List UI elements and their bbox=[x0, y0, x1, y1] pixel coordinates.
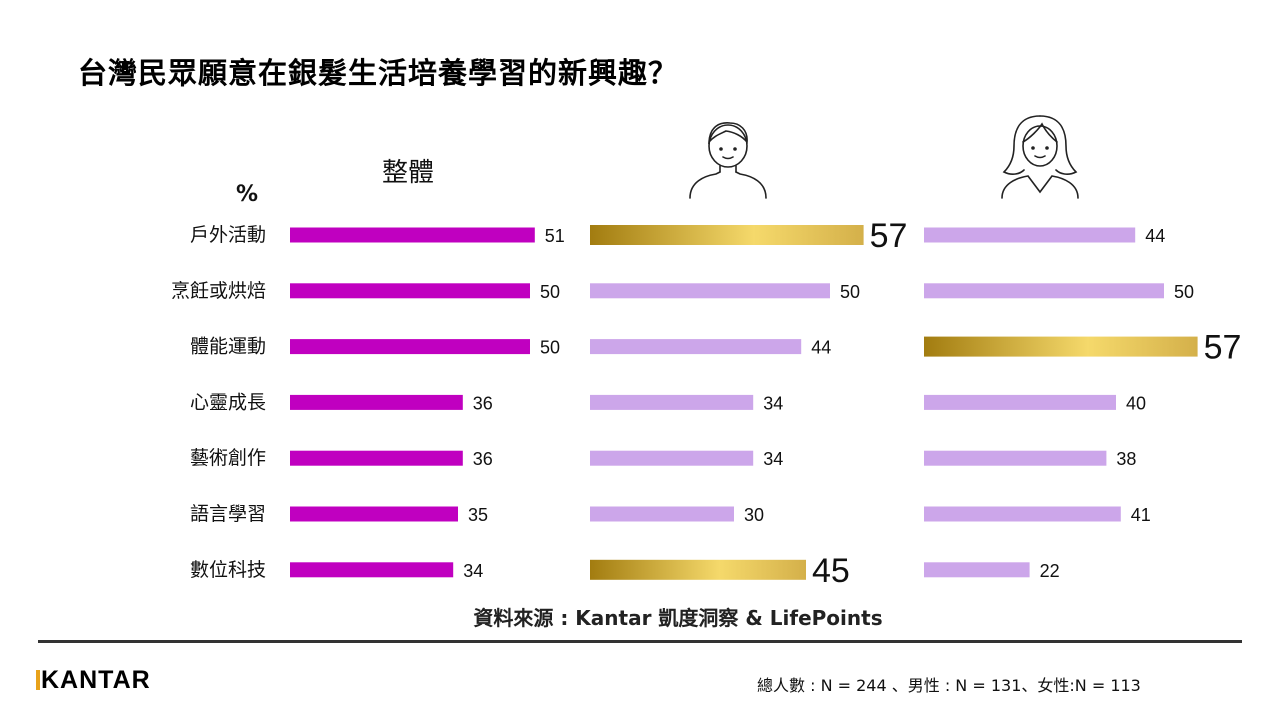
bar-male bbox=[590, 506, 734, 522]
female-person-icon bbox=[1001, 115, 1079, 199]
category-label: 語言學習 bbox=[190, 503, 266, 525]
value-label-female: 38 bbox=[1116, 449, 1136, 469]
bar-male bbox=[590, 225, 864, 245]
bar-overall bbox=[290, 450, 463, 466]
category-label: 數位科技 bbox=[190, 559, 266, 581]
sample-size-note: 總人數 : N = 244 、男性 : N = 131、女性:N = 113 bbox=[757, 676, 1141, 695]
bar-female bbox=[924, 394, 1116, 410]
bar-female bbox=[924, 283, 1164, 299]
category-label: 心靈成長 bbox=[190, 391, 266, 413]
logo-accent-bar bbox=[36, 670, 40, 690]
bar-overall bbox=[290, 506, 458, 522]
value-label-male: 34 bbox=[763, 449, 783, 469]
bar-male bbox=[590, 339, 802, 355]
bar-overall bbox=[290, 394, 463, 410]
value-label-male: 30 bbox=[744, 505, 764, 525]
footer-divider bbox=[38, 640, 1242, 643]
value-label-female: 44 bbox=[1145, 226, 1165, 246]
value-label-male: 44 bbox=[811, 338, 831, 358]
category-label: 藝術創作 bbox=[190, 447, 266, 469]
value-label-female: 40 bbox=[1126, 393, 1146, 413]
kantar-logo: KANTAR bbox=[36, 666, 151, 695]
page-title: 台灣民眾願意在銀髮生活培養學習的新興趣？ bbox=[78, 56, 679, 90]
category-label: 戶外活動 bbox=[190, 224, 266, 246]
bar-female bbox=[924, 336, 1198, 357]
value-label-overall: 51 bbox=[545, 226, 565, 246]
bar-overall bbox=[290, 562, 454, 578]
value-label-male: 57 bbox=[870, 217, 908, 255]
bar-overall bbox=[290, 283, 530, 299]
bar-male bbox=[590, 283, 830, 299]
bar-male bbox=[590, 450, 754, 466]
bar-female bbox=[924, 562, 1030, 578]
bar-female bbox=[924, 450, 1107, 466]
bar-male bbox=[590, 559, 806, 580]
percent-unit-label: % bbox=[236, 182, 259, 207]
value-label-male: 34 bbox=[763, 393, 783, 413]
overall-column-header: 整體 bbox=[382, 158, 435, 188]
bar-male bbox=[590, 394, 754, 410]
bar-female bbox=[924, 227, 1136, 243]
category-label: 體能運動 bbox=[190, 336, 266, 358]
value-label-overall: 34 bbox=[463, 561, 483, 581]
value-label-overall: 35 bbox=[468, 505, 488, 525]
source-note: 資料來源 : Kantar 凱度洞察 & LifePoints bbox=[473, 606, 883, 630]
bar-overall bbox=[290, 339, 530, 355]
value-label-overall: 36 bbox=[473, 449, 493, 469]
value-label-overall: 50 bbox=[540, 338, 560, 358]
bar-overall bbox=[290, 227, 535, 243]
value-label-overall: 36 bbox=[473, 393, 493, 413]
bar-female bbox=[924, 506, 1121, 522]
value-label-female: 41 bbox=[1131, 505, 1151, 525]
category-label: 烹飪或烘焙 bbox=[171, 280, 266, 302]
logo-text: KANTAR bbox=[41, 666, 151, 694]
male-person-icon bbox=[689, 122, 767, 199]
value-label-female: 57 bbox=[1204, 329, 1242, 367]
interest-bar-chart: 戶外活動 51 57 44 烹飪或烘焙 50 50 50 體能運動 50 44 57 心靈成長 36 34 4… bbox=[171, 217, 1242, 590]
value-label-male: 50 bbox=[840, 282, 860, 302]
value-label-female: 50 bbox=[1174, 282, 1194, 302]
value-label-female: 22 bbox=[1040, 561, 1060, 581]
value-label-overall: 50 bbox=[540, 282, 560, 302]
value-label-male: 45 bbox=[812, 552, 850, 590]
